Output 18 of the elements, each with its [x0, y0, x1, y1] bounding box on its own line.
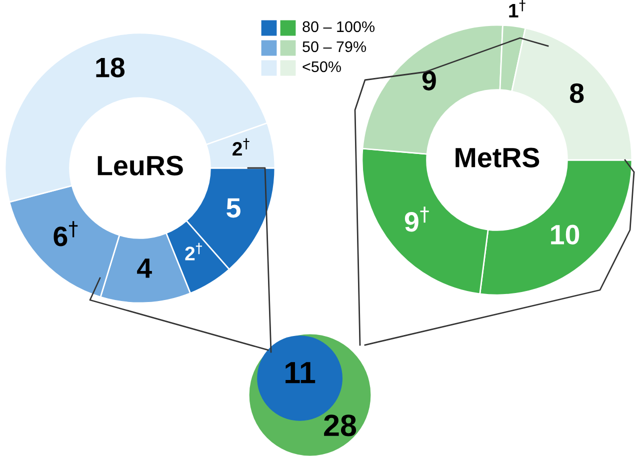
text: MetRS: [456, 148, 540, 168]
data-label: 9$^{†}$: [404, 206, 429, 232]
data-label: 6$^{†}$: [54, 221, 78, 246]
data-label: 10: [551, 224, 580, 244]
data-label: 2$^{†}$: [232, 138, 250, 156]
text: LeuRS: [98, 156, 183, 176]
text: <50%: [302, 61, 341, 72]
data-label: 2$^{†}$: [185, 242, 202, 260]
data-label: 8: [570, 83, 584, 103]
text: 50 – 79%: [302, 41, 366, 52]
data-label: 1$^{†}$: [509, 0, 526, 18]
data-label: 18: [96, 58, 125, 78]
data-label: 9: [422, 70, 436, 90]
data-label: 28: [324, 414, 356, 436]
data-label: 5: [226, 198, 240, 218]
data-label: 4: [137, 258, 152, 278]
text: 80 – 100%: [302, 21, 375, 32]
data-label: 11: [286, 362, 316, 384]
